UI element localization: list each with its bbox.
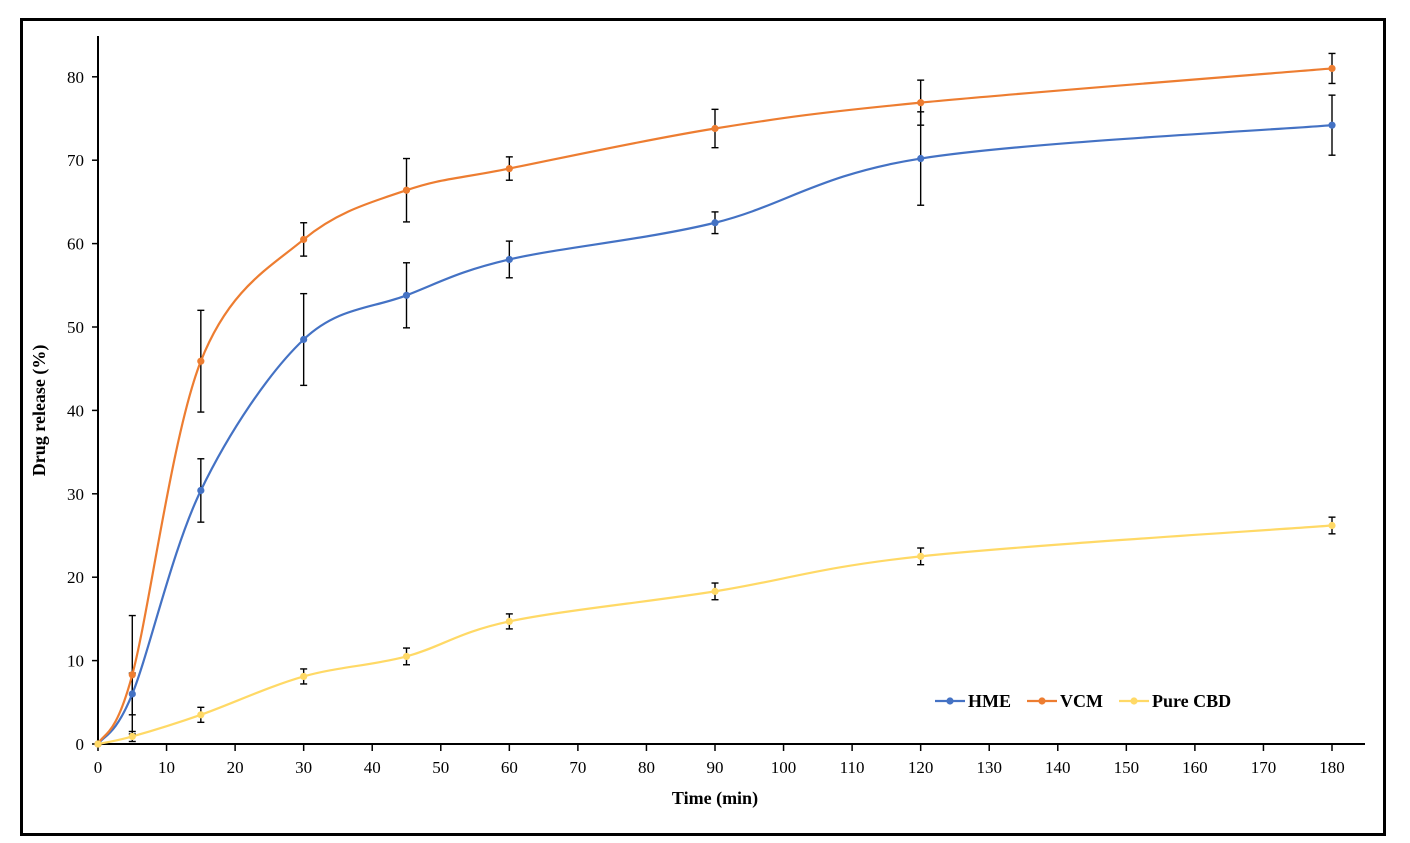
x-tick-label: 160 bbox=[1182, 758, 1208, 777]
series-line-pure-cbd bbox=[97, 524, 1333, 746]
x-tick-label: 100 bbox=[771, 758, 797, 777]
y-tick-label: 0 bbox=[76, 735, 85, 754]
data-point-vcm bbox=[505, 164, 513, 173]
y-tick-label: 60 bbox=[67, 235, 84, 254]
data-point-vcm bbox=[300, 235, 308, 244]
y-tick-label: 50 bbox=[67, 318, 84, 337]
data-point-hme bbox=[128, 690, 136, 698]
y-axis-title: Drug release (%) bbox=[29, 345, 50, 477]
error-bars bbox=[128, 52, 1336, 743]
x-tick-label: 170 bbox=[1251, 758, 1277, 777]
data-point-pure-cbd bbox=[711, 587, 719, 595]
x-axis-title: Time (min) bbox=[672, 788, 758, 809]
x-tick-label: 150 bbox=[1114, 758, 1140, 777]
x-tick-label: 40 bbox=[364, 758, 381, 777]
x-tick-label: 130 bbox=[976, 758, 1002, 777]
data-point-hme bbox=[197, 486, 205, 495]
data-point-pure-cbd bbox=[1328, 521, 1336, 530]
data-point-vcm bbox=[711, 124, 719, 133]
data-point-vcm bbox=[402, 186, 411, 194]
data-point-hme bbox=[402, 291, 411, 299]
x-tick-label: 0 bbox=[94, 758, 103, 777]
data-point-vcm bbox=[917, 99, 925, 107]
x-tick-label: 60 bbox=[501, 758, 518, 777]
legend-marker-pure-cbd bbox=[1130, 697, 1138, 705]
axes: 0 10 20 30 40 50 60 70 80 0 10 20 30 40 50 60 70 80 90 100 1… bbox=[67, 36, 1365, 777]
x-tick-label: 120 bbox=[908, 758, 934, 777]
chart-frame: 0 10 20 30 40 50 60 70 80 0 10 20 30 40 50 60 70 80 90 100 1… bbox=[20, 18, 1386, 836]
x-tick-label: 50 bbox=[432, 758, 449, 777]
data-point-pure-cbd bbox=[402, 652, 411, 661]
series-lines bbox=[97, 67, 1333, 746]
y-tick-label: 40 bbox=[67, 401, 84, 420]
data-point-pure-cbd bbox=[300, 672, 308, 681]
legend-label-pure-cbd: Pure CBD bbox=[1152, 691, 1231, 711]
data-point-vcm bbox=[128, 671, 136, 679]
series-markers bbox=[94, 64, 1336, 748]
y-tick-label: 10 bbox=[67, 652, 84, 671]
x-tick-label: 110 bbox=[840, 758, 865, 777]
data-point-hme bbox=[505, 255, 513, 264]
legend-item-hme: HME bbox=[935, 691, 1011, 711]
data-point-pure-cbd bbox=[94, 740, 102, 748]
data-point-hme bbox=[917, 154, 925, 163]
y-tick-label: 80 bbox=[67, 68, 84, 87]
data-point-pure-cbd bbox=[197, 711, 205, 719]
y-tick-label: 20 bbox=[67, 568, 84, 587]
legend: HME VCM Pure CBD bbox=[935, 691, 1231, 711]
data-point-hme bbox=[1328, 121, 1336, 129]
x-tick-label: 180 bbox=[1319, 758, 1345, 777]
legend-marker-vcm bbox=[1038, 697, 1046, 705]
legend-marker-hme bbox=[946, 697, 954, 705]
x-tick-label: 80 bbox=[638, 758, 655, 777]
x-tick-label: 140 bbox=[1045, 758, 1071, 777]
x-tick-label: 70 bbox=[569, 758, 586, 777]
data-point-vcm bbox=[197, 357, 205, 365]
series-line-vcm bbox=[97, 67, 1333, 745]
data-point-hme bbox=[711, 219, 719, 227]
legend-label-vcm: VCM bbox=[1060, 691, 1103, 711]
data-point-pure-cbd bbox=[128, 732, 136, 741]
data-point-pure-cbd bbox=[505, 617, 513, 626]
x-tick-label: 10 bbox=[158, 758, 175, 777]
y-tick-label: 70 bbox=[67, 151, 84, 170]
data-point-vcm bbox=[1328, 64, 1336, 73]
x-tick-label: 90 bbox=[707, 758, 724, 777]
data-point-hme bbox=[300, 335, 308, 344]
legend-item-pure-cbd: Pure CBD bbox=[1119, 691, 1231, 711]
y-tick-label: 30 bbox=[67, 485, 84, 504]
x-tick-label: 20 bbox=[227, 758, 244, 777]
legend-item-vcm: VCM bbox=[1027, 691, 1103, 711]
x-tick-label: 30 bbox=[295, 758, 312, 777]
legend-label-hme: HME bbox=[968, 691, 1011, 711]
series-line-hme bbox=[97, 124, 1333, 745]
data-point-pure-cbd bbox=[917, 552, 925, 560]
line-chart: 0 10 20 30 40 50 60 70 80 0 10 20 30 40 50 60 70 80 90 100 1… bbox=[29, 36, 1365, 809]
